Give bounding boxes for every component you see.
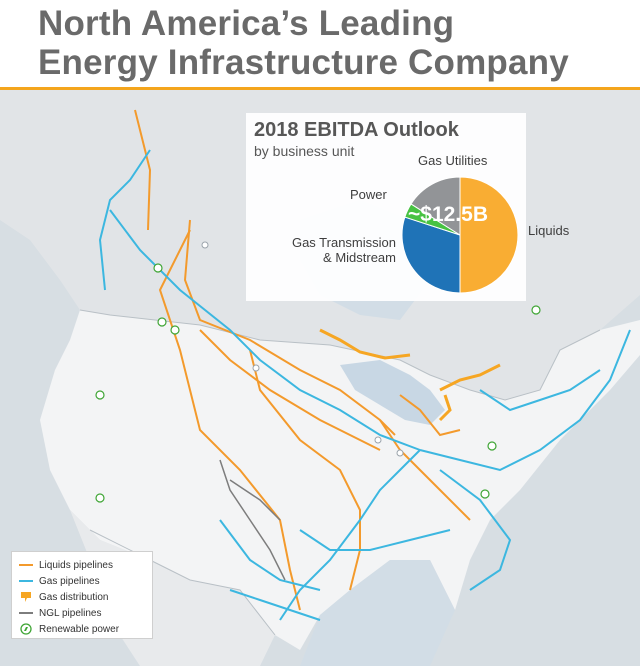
- pie-slice-gas-utilities: [410, 176, 461, 236]
- legend-item-gas: Gas pipelines: [18, 574, 100, 588]
- pie-label-line: Liquids: [528, 223, 570, 238]
- facility-markers: [201, 241, 404, 457]
- pie-label-line: Gas Transmission: [291, 235, 396, 250]
- ebitda-pie-chart: ~$12.5B: [401, 176, 519, 294]
- pie-slice-liquids: [459, 176, 519, 294]
- pie-center-label: ~$12.5B: [408, 203, 488, 226]
- legend-label: NGL pipelines: [39, 607, 102, 619]
- outlook-subtitle: by business unit: [254, 143, 355, 159]
- legend-item-gas-distribution: Gas distribution: [18, 590, 108, 604]
- pie-slice-gas-transmission-midstream: [401, 216, 461, 294]
- renewable-leaf-icon: [18, 623, 34, 635]
- pie-label-liquids: Liquids: [528, 223, 569, 238]
- us-mexico-border: [89, 529, 276, 636]
- gulf-of-mexico: [300, 560, 455, 666]
- pie-label-line: & Midstream: [323, 250, 396, 265]
- ngl-pipelines: [219, 459, 286, 581]
- legend-label: Renewable power: [39, 623, 120, 635]
- pie-label-gas-transmission-midstream: Gas Transmission & Midstream: [268, 235, 396, 265]
- canada-us-border: [79, 309, 601, 401]
- pie-label-line: Power: [350, 187, 387, 202]
- legend-item-liquids: Liquids pipelines: [18, 558, 113, 572]
- legend-label: Gas distribution: [39, 591, 109, 603]
- legend-label: Liquids pipelines: [39, 559, 113, 571]
- usa-land: [40, 310, 640, 650]
- pie-label-gas-utilities: Gas Utilities: [418, 153, 487, 168]
- ebitda-outlook-panel: 2018 EBITDA Outlook by business unit ~$1…: [246, 113, 569, 301]
- page-title-line-1: North America’s Leading: [38, 4, 455, 43]
- renewable-power-markers: [95, 263, 541, 503]
- gas-pipelines: [98, 149, 631, 621]
- gas-distribution-areas: [319, 328, 501, 422]
- gray-line-icon: [18, 607, 34, 619]
- outlook-title: 2018 EBITDA Outlook: [254, 119, 459, 141]
- pie-label-power: Power: [350, 187, 387, 202]
- blue-line-icon: [18, 575, 34, 587]
- accent-rule: [0, 87, 640, 90]
- gas-distribution-flag-icon: [18, 591, 34, 603]
- legend-label: Gas pipelines: [39, 575, 100, 587]
- map-legend: Liquids pipelines Gas pipelines Gas dist…: [11, 551, 153, 639]
- orange-line-icon: [18, 559, 34, 571]
- page-title-line-2: Energy Infrastructure Company: [38, 43, 569, 82]
- header: North America’s Leading Energy Infrastru…: [0, 0, 640, 86]
- legend-item-renewable: Renewable power: [18, 622, 119, 636]
- legend-item-ngl: NGL pipelines: [18, 606, 101, 620]
- pie-label-line: Gas Utilities: [418, 153, 488, 168]
